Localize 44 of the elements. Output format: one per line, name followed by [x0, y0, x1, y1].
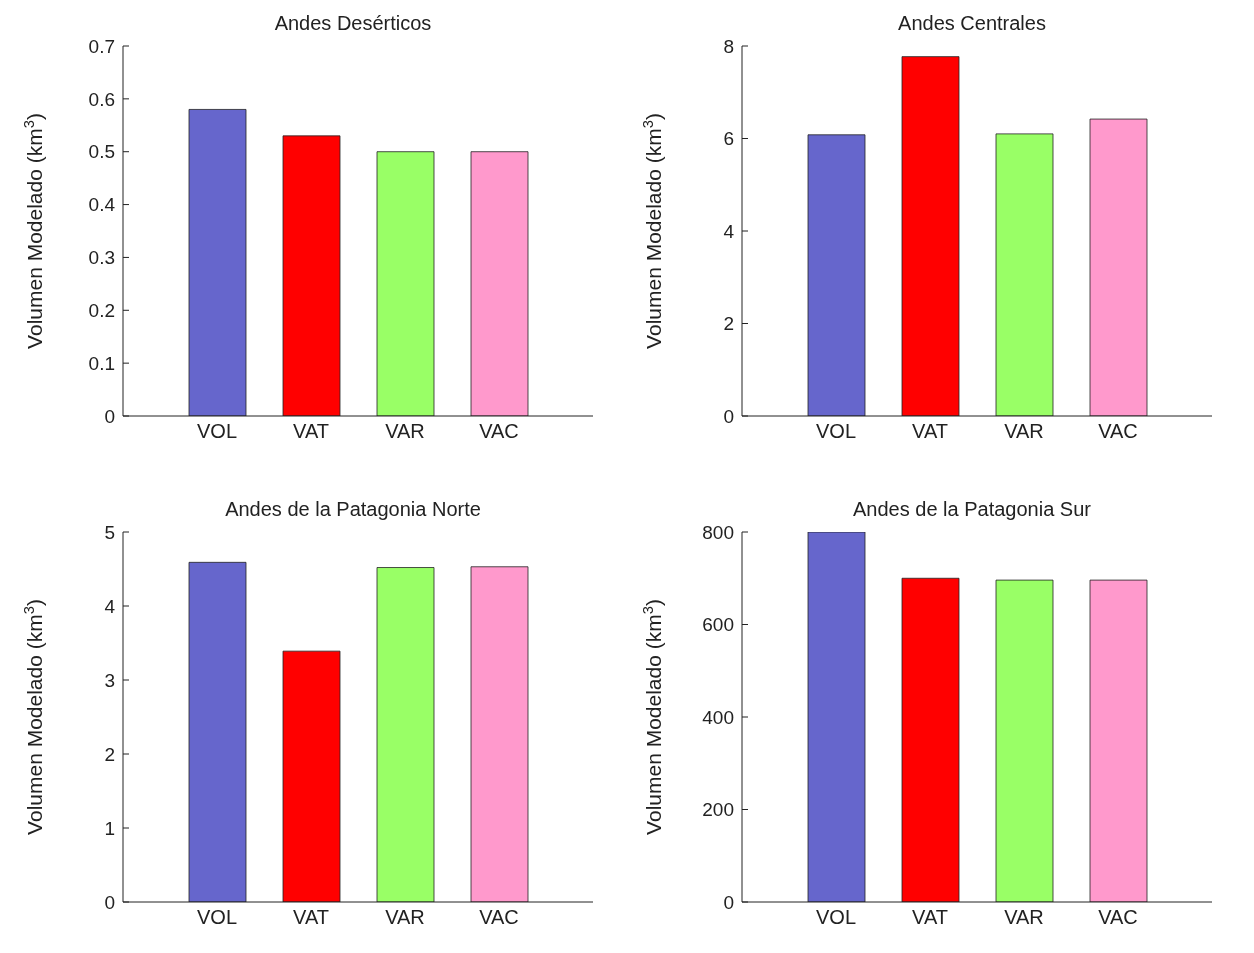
y-tick-label: 0.7 — [88, 35, 115, 57]
x-tick-label: VAT — [912, 906, 948, 929]
y-tick-label: 1 — [104, 817, 115, 839]
y-tick-label: 2 — [104, 743, 115, 765]
x-tick-label: VAR — [385, 906, 425, 929]
y-tick-label: 6 — [723, 128, 734, 150]
y-tick-label: 0 — [104, 405, 115, 427]
chart-title: Andes Desérticos — [274, 12, 432, 34]
y-tick-label: 0.4 — [88, 194, 116, 216]
x-tick-label: VAR — [385, 420, 425, 443]
chart-title: Andes Centrales — [898, 12, 1046, 34]
x-tick-label: VAT — [293, 420, 329, 443]
x-tick-label: VAC — [1098, 420, 1138, 443]
y-tick-label: 5 — [104, 521, 115, 543]
y-tick-label: 0.6 — [88, 88, 115, 110]
y-tick-label: 0.5 — [88, 141, 115, 163]
y-tick-label: 0 — [723, 891, 734, 913]
y-tick-label: 0.3 — [88, 247, 115, 269]
y-tick-label: 600 — [702, 614, 734, 636]
x-tick-label: VAC — [1098, 906, 1138, 929]
x-tick-label: VOL — [196, 420, 238, 443]
chart-title: Andes de la Patagonia Norte — [225, 498, 481, 520]
y-tick-label: 400 — [702, 706, 734, 728]
y-tick-label: 8 — [723, 35, 734, 57]
y-tick-label: 0.1 — [88, 352, 115, 374]
x-tick-label: VAT — [293, 906, 329, 929]
y-tick-label: 800 — [702, 521, 734, 543]
y-tick-label: 4 — [723, 220, 735, 242]
y-tick-label: 3 — [104, 669, 115, 691]
x-tick-label: VAR — [1004, 906, 1044, 929]
x-tick-label: VOL — [815, 420, 857, 443]
y-tick-label: 0 — [104, 891, 115, 913]
y-tick-label: 0 — [723, 405, 734, 427]
x-tick-label: VAT — [912, 420, 948, 443]
x-tick-label: VAC — [479, 906, 519, 929]
x-tick-label: VOL — [196, 906, 238, 929]
x-tick-label: VOL — [815, 906, 857, 929]
y-tick-label: 4 — [104, 595, 116, 617]
y-tick-label: 2 — [723, 313, 734, 335]
x-tick-label: VAC — [479, 420, 519, 443]
y-tick-label: 0.2 — [88, 300, 115, 322]
y-tick-label: 200 — [702, 799, 734, 821]
chart-title: Andes de la Patagonia Sur — [853, 498, 1091, 520]
x-tick-label: VAR — [1004, 420, 1044, 443]
